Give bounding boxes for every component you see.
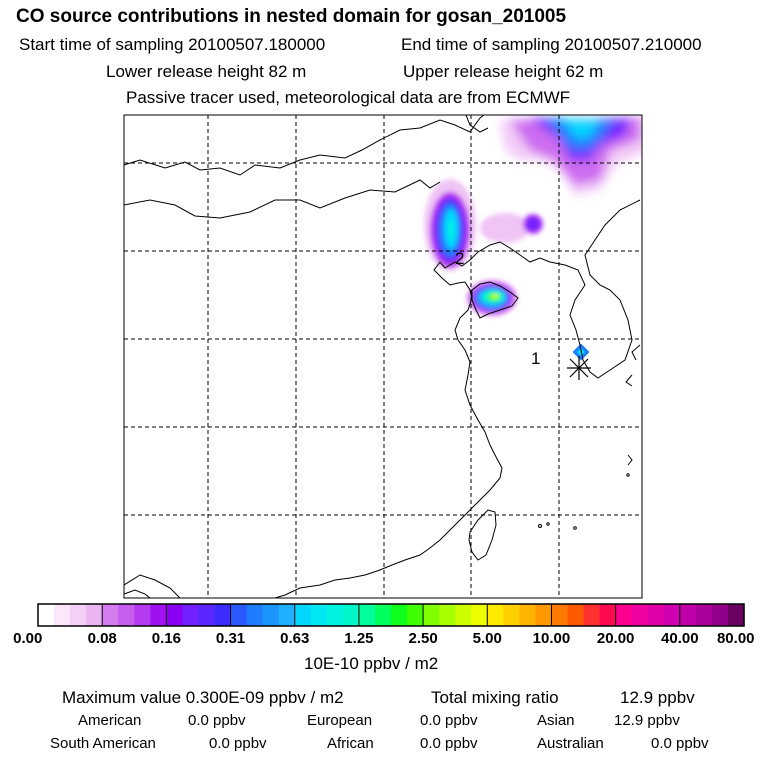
region-australian-value: 0.0 ppbv — [651, 735, 709, 752]
colorbar-cell — [423, 604, 440, 626]
colorbar-unit: 10E-10 ppbv / m2 — [304, 654, 439, 673]
colorbar-cell — [647, 604, 665, 626]
colorbar-cell — [342, 604, 360, 626]
total-mixing-value: 12.9 ppbv — [620, 688, 695, 707]
region-south-american-name: South American — [50, 735, 156, 752]
colorbar-cell — [70, 604, 87, 626]
colorbar-cell — [439, 604, 456, 626]
colorbar — [38, 604, 745, 626]
colorbar-tick-label: 80.00 — [716, 630, 755, 647]
colorbar-cell — [54, 604, 71, 626]
marker-2: 2 — [455, 249, 464, 268]
colorbar-frame — [37, 603, 745, 627]
plume-bohai — [467, 280, 517, 316]
region-african-value: 0.0 ppbv — [420, 735, 478, 752]
map-frame — [123, 114, 643, 599]
concentration-field — [124, 115, 642, 598]
colorbar-cell — [102, 604, 119, 626]
colorbar-cell — [214, 604, 232, 626]
colorbar-tick-label: 0.31 — [215, 630, 246, 647]
colorbar-cell — [166, 604, 184, 626]
colorbar-cell — [567, 604, 585, 626]
colorbar-cell — [679, 604, 697, 626]
colorbar-cell — [519, 604, 537, 626]
region-african-name: African — [327, 735, 374, 752]
end-time-label: End time of sampling 20100507.210000 — [401, 35, 702, 54]
grid-lines — [124, 115, 642, 598]
colorbar-cell — [503, 604, 520, 626]
colorbar-cell — [198, 604, 216, 626]
colorbar-cell — [599, 604, 617, 626]
colorbar-cell — [38, 604, 55, 626]
colorbar-cell — [535, 604, 553, 626]
colorbar-tick-label: 0.00 — [13, 630, 43, 647]
colorbar-cell — [615, 604, 633, 626]
plot-title: CO source contributions in nested domain… — [16, 6, 567, 27]
colorbar-cell — [150, 604, 167, 626]
start-time-label: Start time of sampling 20100507.180000 — [19, 35, 326, 54]
region-american-name: American — [78, 712, 142, 729]
colorbar-tick-label: 2.50 — [408, 630, 438, 647]
marker-1: 1 — [531, 349, 540, 368]
colorbar-cell — [391, 604, 408, 626]
receptor-star-icon — [567, 356, 591, 380]
colorbar-tick-label: 0.63 — [280, 630, 310, 647]
region-american-value: 0.0 ppbv — [188, 712, 246, 729]
region-european-value: 0.0 ppbv — [420, 712, 478, 729]
colorbar-cell — [374, 604, 392, 626]
colorbar-cell — [487, 604, 504, 626]
region-australian-name: Australian — [537, 735, 604, 752]
coastlines — [124, 115, 641, 598]
region-european-name: European — [307, 712, 373, 729]
colorbar-cell — [134, 604, 151, 626]
colorbar-cell — [278, 604, 296, 626]
colorbar-cell — [262, 604, 280, 626]
colorbar-cell — [407, 604, 424, 626]
colorbar-tick-label: 0.16 — [151, 630, 181, 647]
plume-center — [480, 213, 543, 243]
colorbar-cell — [695, 604, 713, 626]
colorbar-cell — [326, 604, 344, 626]
colorbar-tick-label: 20.00 — [596, 630, 635, 647]
colorbar-cell — [358, 604, 376, 626]
region-asian-name: Asian — [537, 712, 575, 729]
colorbar-cell — [727, 604, 745, 626]
upper-release-label: Upper release height 62 m — [403, 62, 604, 81]
lower-release-label: Lower release height 82 m — [106, 62, 307, 81]
colorbar-cell — [471, 604, 488, 626]
colorbar-cell — [631, 604, 649, 626]
colorbar-cell — [294, 604, 312, 626]
colorbar-cell — [246, 604, 264, 626]
colorbar-tick-label: 5.00 — [472, 630, 502, 647]
colorbar-cell — [182, 604, 200, 626]
colorbar-cell — [230, 604, 248, 626]
region-asian-value: 12.9 ppbv — [614, 712, 680, 729]
colorbar-cell — [118, 604, 135, 626]
colorbar-tick-label: 40.00 — [661, 630, 699, 647]
colorbar-tick-label: 10.00 — [532, 630, 571, 647]
islands — [538, 473, 630, 530]
colorbar-tick-label: 1.25 — [344, 630, 374, 647]
colorbar-dividers — [101, 604, 681, 626]
colorbar-cell — [86, 604, 103, 626]
colorbar-cell — [551, 604, 569, 626]
colorbar-cell — [310, 604, 328, 626]
total-mixing-label: Total mixing ratio — [431, 688, 559, 707]
colorbar-cell — [583, 604, 601, 626]
plume-northeast — [500, 115, 642, 195]
plume-northwest — [424, 179, 476, 271]
colorbar-cell — [663, 604, 681, 626]
tracer-note: Passive tracer used, meteorological data… — [126, 88, 571, 107]
region-south-american-value: 0.0 ppbv — [209, 735, 267, 752]
colorbar-cell — [455, 604, 472, 626]
max-value-label: Maximum value 0.300E-09 ppbv / m2 — [62, 688, 344, 707]
colorbar-cell — [711, 604, 729, 626]
colorbar-tick-label: 0.08 — [87, 630, 117, 647]
